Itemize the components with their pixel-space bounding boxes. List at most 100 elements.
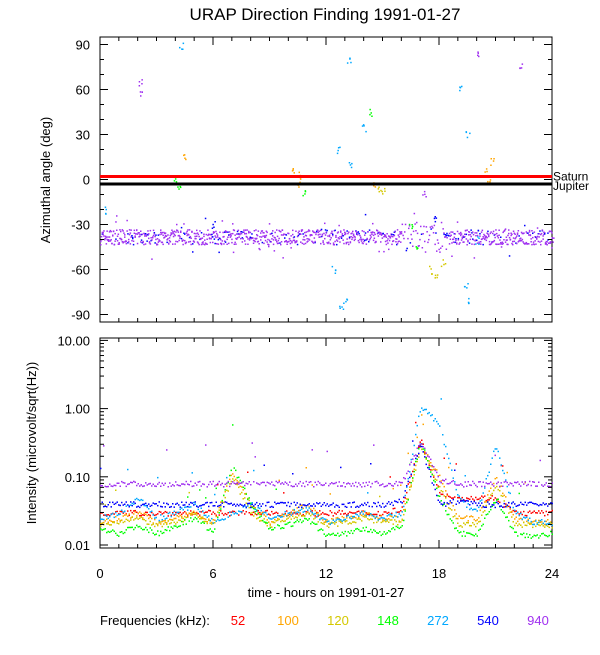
intensity-point	[136, 506, 138, 508]
intensity-point	[340, 520, 342, 523]
azimuth-point	[392, 240, 394, 243]
intensity-point	[161, 513, 163, 515]
intensity-point	[362, 510, 364, 513]
intensity-point	[344, 520, 346, 523]
intensity-point	[209, 502, 211, 504]
intensity-point	[482, 496, 484, 499]
azimuth-point	[393, 234, 396, 237]
intensity-point	[266, 509, 268, 512]
azimuth-point	[196, 229, 198, 232]
azimuth-point	[384, 190, 386, 192]
intensity-point	[298, 511, 300, 514]
intensity-point	[358, 482, 360, 484]
azimuth-point	[241, 241, 244, 243]
azimuth-point	[514, 233, 516, 235]
intensity-point	[517, 511, 519, 513]
intensity-point	[206, 516, 208, 518]
azimuth-point	[326, 241, 328, 244]
intensity-point	[203, 483, 205, 486]
intensity-point	[439, 495, 441, 497]
azimuth-point	[396, 243, 398, 246]
azimuth-point	[201, 237, 204, 239]
azimuth-point	[223, 243, 225, 245]
intensity-point	[410, 458, 412, 461]
azimuth-point	[476, 234, 479, 237]
azimuth-point	[231, 241, 233, 244]
intensity-point	[505, 503, 507, 505]
azimuth-point	[292, 168, 294, 170]
intensity-point	[373, 529, 375, 531]
intensity-point	[424, 456, 426, 458]
azimuth-point	[206, 238, 208, 240]
azimuth-point	[407, 237, 409, 240]
azimuth-point	[385, 236, 388, 238]
intensity-point	[271, 518, 273, 520]
intensity-point	[343, 516, 345, 519]
intensity-point	[277, 519, 279, 522]
azimuth-point	[352, 233, 355, 235]
intensity-point	[496, 501, 498, 504]
intensity-point	[473, 518, 475, 521]
azimuth-point	[440, 265, 443, 268]
intensity-point	[428, 468, 430, 470]
azimuth-point	[472, 233, 475, 236]
intensity-point	[532, 521, 534, 523]
intensity-point	[233, 479, 235, 482]
intensity-point	[335, 519, 337, 521]
intensity-point	[116, 514, 118, 517]
azimuth-point	[471, 243, 473, 245]
azimuth-point	[388, 248, 390, 251]
intensity-point	[241, 504, 243, 506]
azimuth-point	[538, 233, 540, 235]
azimuth-point	[508, 232, 510, 235]
intensity-point	[428, 460, 430, 462]
intensity-point	[460, 517, 462, 519]
azimuth-point	[210, 234, 212, 236]
azimuth-point	[516, 242, 518, 245]
intensity-point	[190, 501, 192, 504]
intensity-point	[308, 506, 310, 508]
intensity-point	[184, 483, 186, 486]
azimuth-point	[221, 220, 224, 222]
intensity-point	[172, 519, 174, 521]
intensity-point	[266, 522, 268, 524]
intensity-point	[443, 457, 445, 459]
intensity-point	[121, 480, 123, 483]
azimuth-point	[188, 229, 191, 231]
intensity-point	[158, 519, 160, 522]
intensity-point	[434, 469, 436, 472]
intensity-point	[337, 504, 339, 507]
intensity-point	[286, 518, 288, 520]
azimuth-point	[187, 233, 189, 235]
intensity-point	[218, 509, 220, 511]
intensity-point	[467, 520, 469, 522]
azimuth-point	[351, 162, 353, 165]
azimuth-point	[112, 230, 115, 232]
azimuth-point	[296, 235, 299, 238]
azimuth-point	[195, 232, 197, 235]
intensity-point	[433, 466, 435, 468]
azimuth-point	[532, 232, 534, 234]
intensity-point	[548, 522, 550, 525]
series-100	[100, 414, 553, 526]
intensity-point	[499, 457, 501, 459]
azimuth-point	[546, 244, 548, 246]
azimuth-point	[346, 62, 349, 64]
azimuth-point	[370, 112, 372, 114]
azimuth-point	[362, 238, 364, 241]
azimuth-point	[276, 235, 279, 238]
intensity-point	[514, 509, 516, 512]
azimuth-point	[477, 54, 479, 57]
azimuth-point	[207, 234, 209, 237]
intensity-point	[305, 467, 307, 469]
intensity-point	[529, 517, 531, 519]
intensity-point	[361, 520, 363, 522]
intensity-point	[266, 525, 268, 527]
intensity-point	[356, 510, 358, 513]
azimuth-point	[478, 241, 480, 243]
azimuth-point	[259, 248, 261, 251]
azimuth-point	[196, 241, 199, 243]
intensity-point	[184, 511, 186, 513]
intensity-point	[209, 528, 211, 530]
azimuth-point	[381, 237, 384, 239]
